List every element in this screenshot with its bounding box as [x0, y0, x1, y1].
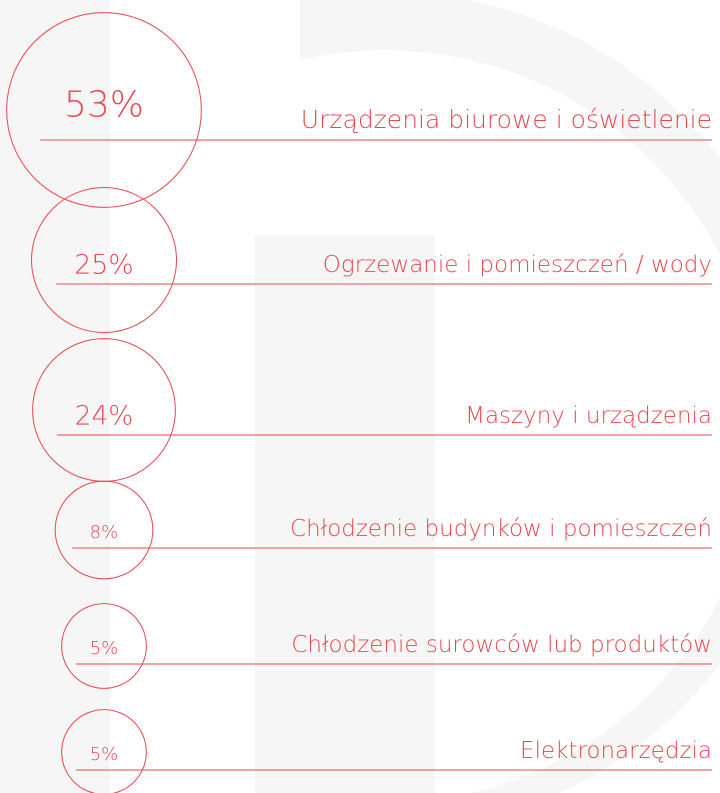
value-label: 8%: [90, 522, 119, 543]
bubble: [61, 709, 147, 793]
value-label: 25%: [74, 249, 134, 280]
watermark-bar: [0, 0, 110, 793]
bubble: [61, 603, 147, 689]
value-label: 5%: [90, 744, 119, 765]
category-label: Chłodzenie surowców lub produktów: [291, 632, 712, 658]
category-label: Maszyny i urządzenia: [465, 403, 712, 429]
category-label: Elektronarzędzia: [520, 738, 712, 764]
category-label: Chłodzenie budynków i pomieszczeń: [290, 516, 712, 542]
category-label: Ogrzewanie i pomieszczeń / wody: [323, 252, 712, 278]
watermark-stem: [255, 235, 435, 793]
bubble: [54, 480, 154, 580]
value-label: 24%: [75, 400, 134, 431]
category-label: Urządzenia biurowe i oświetlenie: [301, 105, 712, 134]
bubble: [6, 12, 202, 208]
bubble: [31, 187, 177, 333]
value-label: 5%: [90, 638, 119, 659]
value-label: 53%: [64, 84, 144, 125]
